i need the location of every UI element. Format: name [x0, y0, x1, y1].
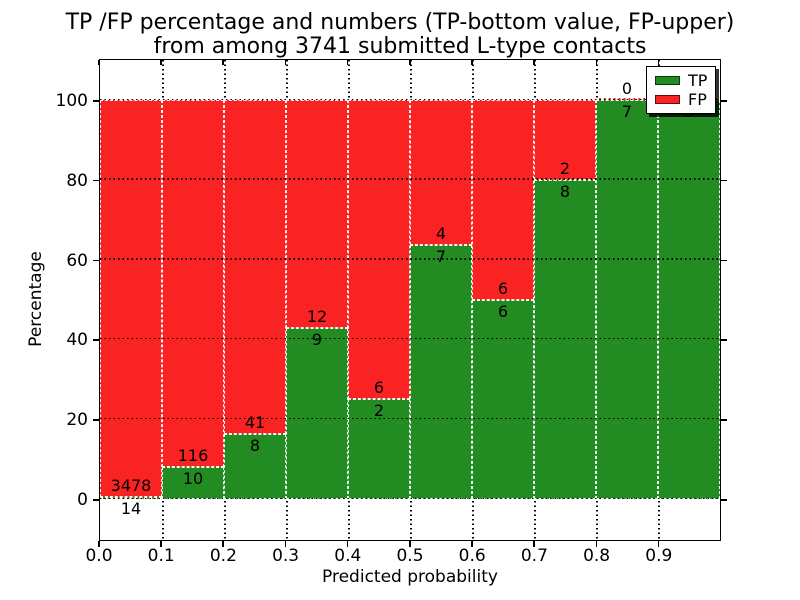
fp-count-label: 3478 [110, 476, 152, 496]
y-tick-label: 60 [66, 250, 88, 271]
x-tick [471, 60, 473, 65]
y-tick [93, 339, 99, 341]
tp-count-label: 2 [373, 401, 385, 421]
gridline-y [100, 417, 720, 420]
y-tick [721, 419, 727, 421]
bar-fp [534, 100, 596, 180]
tp-count-label: 14 [120, 499, 142, 519]
x-tick [471, 541, 473, 547]
legend-row: FP [655, 90, 707, 109]
x-tick [409, 60, 411, 65]
fp-count-label: 2 [559, 158, 571, 178]
bar-tp [658, 100, 720, 499]
fp-count-label: 6 [373, 378, 385, 398]
fp-count-label: 6 [497, 278, 509, 298]
gridline-y [100, 178, 720, 180]
y-tick [93, 259, 99, 262]
x-tick [222, 541, 224, 547]
fp-count-label: 12 [306, 307, 328, 326]
y-tick [721, 499, 727, 501]
legend: TP FP [646, 66, 717, 114]
x-tick [98, 60, 100, 65]
bar-tp [596, 100, 658, 499]
fp-count-label: 4 [435, 224, 447, 244]
x-tick-label: 0.2 [209, 546, 237, 566]
tp-count-label: 6 [497, 301, 509, 321]
bar-fp [162, 100, 224, 468]
bar-tp [410, 245, 472, 499]
legend-row: TP [655, 71, 707, 90]
x-tick-label: 0.7 [520, 546, 548, 566]
y-tick-label: 80 [66, 170, 88, 191]
x-tick [160, 60, 162, 65]
fp-count-label: 0 [621, 79, 633, 98]
bar-fp [472, 100, 534, 300]
y-tick-label: 20 [66, 410, 88, 431]
gridline-y [100, 258, 720, 260]
y-tick [93, 179, 99, 182]
x-tick [595, 60, 598, 65]
x-tick-label: 0.3 [272, 546, 300, 566]
y-tick [93, 499, 99, 501]
gridline-y [100, 98, 720, 100]
fp-count-label: 116 [177, 446, 209, 466]
plot-area: 34781411610418129624766280705 [99, 59, 721, 541]
x-tick [533, 60, 535, 65]
tp-count-label: 9 [311, 330, 323, 349]
x-tick [284, 541, 287, 547]
x-tick [657, 60, 660, 65]
y-tick-label: 0 [77, 490, 88, 510]
gridline-y [100, 337, 720, 340]
y-tick [721, 259, 727, 262]
y-tick [721, 339, 727, 341]
tp-count-label: 10 [182, 469, 204, 489]
bar-fp [410, 100, 472, 246]
bar-fp [348, 100, 410, 400]
y-tick [93, 100, 99, 102]
tp-count-label: 7 [621, 102, 633, 121]
x-tick [98, 541, 100, 547]
x-tick [409, 541, 411, 547]
x-tick [284, 60, 287, 65]
tp-count-label: 8 [249, 435, 261, 455]
y-tick-label: 40 [66, 330, 88, 351]
y-tick [721, 179, 727, 182]
x-tick [346, 60, 349, 65]
x-tick [222, 60, 224, 65]
x-tick [533, 541, 535, 547]
bar-tp [348, 399, 410, 499]
x-tick-label: 0.0 [85, 546, 113, 566]
x-tick [595, 541, 598, 547]
tp-legend-swatch-icon [655, 76, 680, 85]
bar-fp [100, 100, 162, 498]
chart-title-line2: from among 3741 submitted L-type contact… [153, 34, 647, 59]
chart-title-line1: TP /FP percentage and numbers (TP-bottom… [65, 10, 735, 35]
x-tick [657, 541, 660, 547]
bar-tp [534, 179, 596, 499]
legend-label: FP [688, 90, 707, 109]
bar-fp [224, 100, 286, 434]
x-axis-label: Predicted probability [322, 567, 498, 587]
tp-count-label: 8 [559, 181, 571, 201]
x-tick [346, 541, 349, 547]
x-tick-label: 0.9 [645, 546, 673, 566]
legend-label: TP [688, 71, 708, 90]
bar-fp [286, 100, 348, 328]
x-tick-label: 0.6 [458, 546, 486, 566]
x-tick-label: 0.5 [396, 546, 424, 566]
y-tick-label: 100 [55, 91, 88, 111]
y-tick [721, 100, 727, 102]
x-tick-label: 0.4 [334, 546, 362, 566]
y-tick [93, 419, 99, 421]
gridline-y [100, 497, 720, 499]
bar-tp [286, 328, 348, 499]
x-tick-label: 0.1 [147, 546, 175, 566]
x-tick-label: 0.8 [583, 546, 611, 566]
fp-legend-swatch-icon [655, 95, 680, 104]
x-tick [160, 541, 162, 547]
bar-tp [472, 299, 534, 499]
fp-count-label: 41 [244, 412, 266, 432]
tp-count-label: 7 [435, 247, 447, 267]
